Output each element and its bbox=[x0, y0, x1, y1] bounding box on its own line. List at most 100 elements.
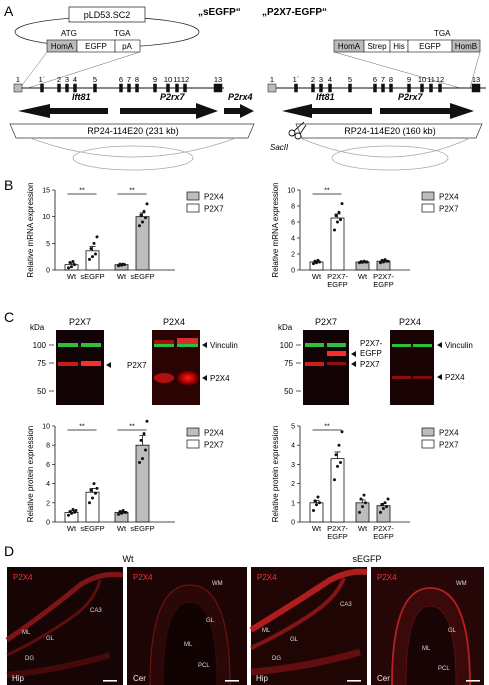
y-tick-label: 5 bbox=[291, 424, 295, 431]
exon-label: 5 bbox=[93, 75, 97, 84]
data-point bbox=[316, 495, 320, 499]
region-name: Hip bbox=[12, 674, 25, 683]
band-label-vinculin-left: Vinculin bbox=[210, 341, 238, 350]
blot-p2x7-right bbox=[303, 330, 349, 405]
data-point bbox=[91, 496, 94, 500]
data-point bbox=[138, 460, 141, 464]
exon-box bbox=[407, 83, 411, 93]
region-label: CA3 bbox=[90, 608, 102, 614]
region-name: Cer bbox=[377, 674, 390, 683]
data-point bbox=[337, 210, 341, 214]
data-point bbox=[382, 507, 385, 511]
sacii-label: SacII bbox=[270, 143, 289, 152]
construct-title-segfp: „sEGFP“ bbox=[198, 7, 241, 18]
data-point bbox=[141, 457, 144, 461]
y-axis-label: Relative protein expression bbox=[271, 426, 280, 523]
blot-title-p2x4-right: P2X4 bbox=[399, 317, 421, 327]
data-point bbox=[67, 266, 70, 270]
y-tick-label: 0 bbox=[46, 268, 50, 275]
data-point bbox=[362, 259, 366, 263]
significance-marker: ** bbox=[79, 188, 85, 195]
cassette-pa-label: pA bbox=[122, 42, 132, 51]
y-tick-label: 0 bbox=[291, 520, 295, 527]
bar-p2x4-segfp bbox=[135, 216, 150, 271]
y-tick-label: 1 bbox=[291, 500, 295, 507]
y-tick-label: 4 bbox=[46, 481, 50, 488]
scale-bar bbox=[466, 680, 480, 682]
gene-arrow-right-ift81 bbox=[282, 104, 372, 118]
y-tick-label: 8 bbox=[291, 204, 295, 211]
data-point bbox=[139, 213, 143, 217]
x-tick-label: sEGFP bbox=[80, 272, 104, 281]
x-tick-label: Wt bbox=[358, 272, 368, 281]
gene-label-p2rx4: P2rx4 bbox=[228, 92, 253, 102]
data-point bbox=[313, 499, 317, 503]
panel-a-right: „P2X7-EGFP“ TGA HomA Strep His EGFP HomB… bbox=[262, 7, 486, 171]
gene-arrow-right-p2rx7 bbox=[380, 103, 474, 119]
cassette-pa bbox=[114, 39, 141, 53]
exon-label: 5 bbox=[348, 75, 352, 84]
legend-swatch bbox=[186, 203, 200, 213]
significance-marker: ** bbox=[324, 188, 330, 195]
data-point bbox=[67, 513, 70, 517]
panel-label-b: B bbox=[4, 177, 13, 193]
chart-protein-p2x7-egfp: 0 1 2 3 4 5 Relative protein expression Wt P2X7-… bbox=[271, 424, 459, 542]
data-point bbox=[312, 262, 315, 266]
cassette-right-homb-label: HomB bbox=[455, 42, 477, 51]
data-point bbox=[333, 228, 336, 232]
data-point bbox=[334, 453, 338, 457]
exon-box bbox=[153, 83, 157, 93]
region-label: CA3 bbox=[340, 602, 352, 608]
exon-label: 9 bbox=[153, 75, 157, 84]
y-tick-label: 10 bbox=[287, 188, 295, 195]
cassette-right-homb bbox=[451, 39, 481, 53]
exon-label: 12 bbox=[181, 75, 189, 84]
cassette-right-his-label: His bbox=[393, 42, 405, 51]
data-point bbox=[88, 257, 91, 261]
data-point bbox=[94, 252, 97, 256]
exon-box bbox=[381, 83, 385, 93]
x-tick-label: Wt bbox=[67, 272, 77, 281]
stain-label: P2X4 bbox=[13, 573, 33, 582]
exon-box bbox=[135, 83, 139, 93]
panel-label-a: A bbox=[4, 3, 14, 19]
x-tick-label: sEGFP bbox=[130, 524, 154, 533]
scissors-icon bbox=[288, 121, 307, 140]
data-point bbox=[73, 263, 76, 267]
data-point bbox=[144, 448, 147, 452]
marker-100-right: 100 bbox=[280, 341, 294, 350]
data-point bbox=[74, 508, 78, 512]
group-label-segfp: sEGFP bbox=[352, 554, 381, 564]
band-arrow-vinculin-left bbox=[202, 342, 207, 348]
exon-box bbox=[328, 83, 332, 93]
construct-title-p2x7-egfp: „P2X7-EGFP“ bbox=[262, 7, 327, 18]
region-label: WM bbox=[212, 581, 223, 587]
x-tick-label: P2X7- bbox=[373, 272, 394, 281]
data-point bbox=[383, 501, 387, 505]
data-point bbox=[386, 259, 390, 263]
data-point bbox=[124, 510, 128, 514]
legend-label: P2X4 bbox=[439, 429, 459, 438]
exon-label: 13 bbox=[214, 75, 222, 84]
exon-label: 2 bbox=[57, 75, 61, 84]
scale-bar bbox=[347, 680, 361, 682]
y-tick-label: 6 bbox=[291, 220, 295, 227]
atg-label: ATG bbox=[61, 29, 77, 38]
cassette-right-homa-label: HomA bbox=[338, 42, 361, 51]
data-point bbox=[337, 443, 341, 447]
exon-box bbox=[311, 83, 315, 93]
exon-box bbox=[166, 83, 170, 93]
gene-label-p2rx7: P2rx7 bbox=[160, 92, 186, 102]
data-point bbox=[121, 262, 125, 266]
legend-label: P2X7 bbox=[439, 441, 459, 450]
region-label: ML bbox=[262, 628, 271, 634]
scale-bar bbox=[225, 680, 239, 682]
gene-arrow-ift81 bbox=[18, 104, 108, 118]
data-point bbox=[71, 259, 75, 263]
y-tick-label: 0 bbox=[46, 520, 50, 527]
legend-swatch bbox=[421, 191, 435, 201]
legend-label: P2X7 bbox=[439, 205, 459, 214]
legend-swatch bbox=[186, 191, 200, 201]
data-point bbox=[383, 258, 387, 262]
